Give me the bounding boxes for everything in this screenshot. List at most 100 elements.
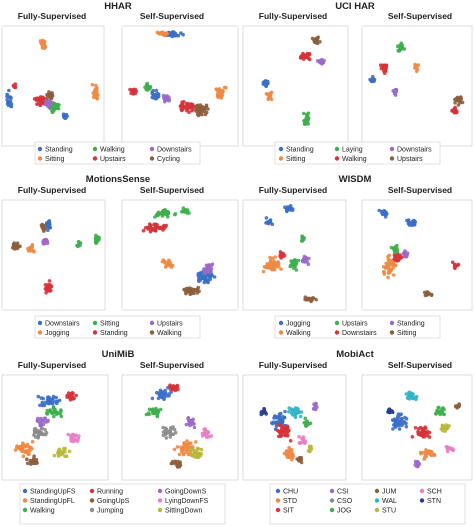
point-running <box>168 383 172 388</box>
point-jogging <box>268 220 273 225</box>
point-walking <box>53 105 57 109</box>
point-laying <box>306 114 310 119</box>
legend-frame <box>274 141 441 165</box>
point-standingupfs <box>51 402 55 406</box>
point-standing <box>158 225 162 230</box>
point-walking <box>386 275 390 280</box>
point-walking <box>44 411 49 416</box>
dataset-wisdm: WISDM Fully-Supervised Self-Supervised Jogg… <box>242 174 473 339</box>
point-standingupfs <box>40 403 45 408</box>
legend-marker <box>92 330 98 335</box>
legend-label: WAL <box>382 498 397 505</box>
point-standing <box>306 262 311 267</box>
point-walking <box>305 55 310 60</box>
legend-marker <box>37 330 43 335</box>
point-sittingdown <box>198 452 202 457</box>
point-upstairs <box>185 108 189 113</box>
point-sitting <box>311 296 316 300</box>
legend-marker <box>89 507 95 513</box>
point-upstairs <box>458 96 463 101</box>
point-sittingdown <box>199 447 204 452</box>
point-walking <box>148 86 152 90</box>
point-wal <box>293 415 298 420</box>
panel-self-supervised: Self-Supervised <box>121 360 239 481</box>
point-walking <box>267 265 272 269</box>
point-sitting <box>42 39 47 44</box>
point-walking <box>382 71 387 75</box>
point-walking <box>391 262 395 266</box>
point-walking <box>146 411 151 415</box>
point-walking <box>392 273 396 277</box>
panel-title: Self-Supervised <box>140 360 204 370</box>
point-sit <box>285 429 290 434</box>
point-sitting <box>266 92 270 97</box>
point-chu <box>274 414 278 419</box>
dataset-title: MobiAct <box>336 349 374 360</box>
point-downstairs <box>199 272 203 277</box>
point-standing <box>154 88 159 93</box>
panel-self-supervised: Self-Supervised <box>361 360 473 481</box>
point-walking <box>271 256 275 261</box>
dataset-title: HHAR <box>104 1 132 12</box>
point-standingupfl <box>20 449 24 454</box>
point-jog <box>437 405 441 410</box>
point-wal <box>291 409 295 414</box>
legend-marker <box>92 156 98 161</box>
point-sittingdown <box>189 447 194 452</box>
point-jum <box>457 403 461 407</box>
point-chu <box>397 419 402 424</box>
point-downstairs <box>318 58 322 63</box>
point-running <box>174 387 179 391</box>
point-chu <box>393 421 398 426</box>
point-sitting <box>94 92 99 96</box>
point-goingdowns <box>191 417 195 422</box>
point-walking <box>42 226 46 231</box>
point-running <box>168 387 173 392</box>
point-downstairs <box>396 254 400 258</box>
point-sitting <box>224 86 228 90</box>
point-upstairs <box>291 266 296 270</box>
legend-label: Standing <box>45 147 73 154</box>
point-goingdowns <box>184 422 189 427</box>
point-sitting <box>268 96 272 101</box>
point-sit <box>423 425 428 430</box>
point-jumping <box>44 430 49 435</box>
point-sitting <box>219 91 224 96</box>
point-walking <box>383 266 388 270</box>
legend-marker <box>275 507 281 513</box>
point-lyingdownfs <box>69 436 74 441</box>
point-std <box>427 449 431 454</box>
point-sitting <box>181 209 186 213</box>
point-sittingdown <box>63 449 67 454</box>
point-upstairs <box>456 103 461 107</box>
point-jogging <box>412 218 416 223</box>
point-sitting <box>161 208 166 213</box>
point-upstairs <box>180 106 185 110</box>
point-stn <box>387 408 391 413</box>
point-walking <box>52 414 56 419</box>
point-sch <box>445 446 450 451</box>
point-downstairs <box>198 278 203 282</box>
point-walking <box>45 408 50 413</box>
point-running <box>70 396 75 401</box>
point-chu <box>283 409 287 414</box>
point-stn <box>264 412 269 416</box>
panel-fully-supervised: Fully-Supervised <box>242 360 347 481</box>
legend-label: StandingUpFL <box>30 498 75 505</box>
point-jog <box>303 416 308 421</box>
panel-title: Self-Supervised <box>388 11 452 21</box>
point-sitting <box>92 95 96 100</box>
point-jogging <box>264 216 269 220</box>
legend-frame <box>34 141 201 165</box>
legend-frame <box>274 315 441 339</box>
point-lyingdownfs <box>202 427 206 432</box>
legend-label: GoingDownS <box>165 489 207 496</box>
panel-frame <box>361 25 473 147</box>
point-standing <box>263 81 268 86</box>
point-sch <box>450 447 455 451</box>
point-walking <box>59 409 63 413</box>
legend-marker <box>275 498 281 503</box>
point-jumping <box>43 428 47 432</box>
panel-fully-supervised: Fully-Supervised <box>1 11 105 147</box>
point-walking <box>273 264 277 268</box>
